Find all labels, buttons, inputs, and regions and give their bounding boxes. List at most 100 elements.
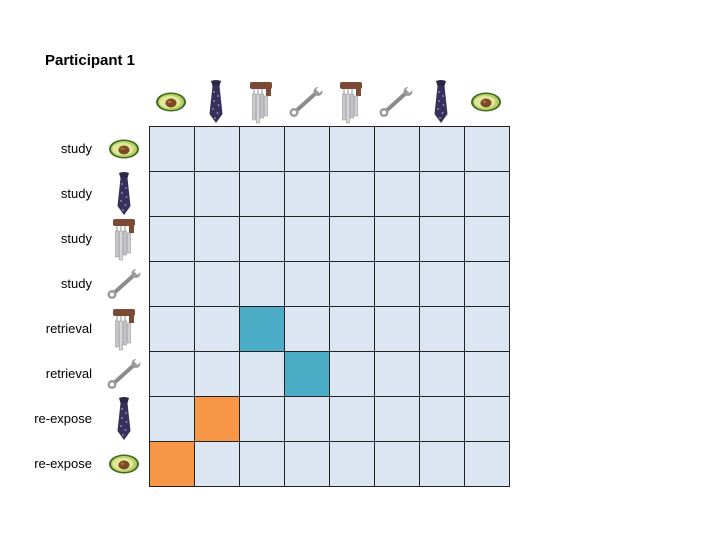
grid-cell bbox=[285, 217, 330, 262]
grid-cell bbox=[195, 127, 240, 172]
grid-cell bbox=[330, 352, 375, 397]
grid-cell bbox=[150, 262, 195, 307]
grid-cell bbox=[420, 127, 465, 172]
wrench-icon bbox=[104, 351, 144, 396]
tie-icon bbox=[104, 171, 144, 216]
grid-cell bbox=[465, 442, 510, 487]
reexpose-match-cell bbox=[150, 442, 195, 487]
similarity-grid bbox=[149, 126, 510, 487]
grid-cell bbox=[330, 442, 375, 487]
column-header-avocado-icon bbox=[463, 78, 508, 126]
grid-cell bbox=[150, 217, 195, 262]
grid-cell bbox=[465, 217, 510, 262]
column-header-wrench-icon bbox=[283, 78, 328, 126]
participant-title: Participant 1 bbox=[45, 52, 136, 69]
row-header: retrieval bbox=[0, 306, 150, 351]
row-label: retrieval bbox=[45, 321, 92, 336]
row-label: study bbox=[60, 231, 92, 246]
grid-cell bbox=[195, 307, 240, 352]
grid-cell bbox=[330, 262, 375, 307]
row-header: study bbox=[0, 261, 150, 306]
row-headers: study study study study retrieval retrieval re… bbox=[0, 126, 150, 486]
grid-cell bbox=[240, 352, 285, 397]
retrieval-match-cell bbox=[240, 307, 285, 352]
grid-cell bbox=[195, 442, 240, 487]
grid-cell bbox=[240, 262, 285, 307]
grid-cell bbox=[420, 262, 465, 307]
row-label: study bbox=[60, 276, 92, 291]
row-header: study bbox=[0, 126, 150, 171]
grid-cell bbox=[375, 217, 420, 262]
grid-cell bbox=[240, 397, 285, 442]
grid-cell bbox=[150, 172, 195, 217]
grid-cell bbox=[150, 352, 195, 397]
grid-cell bbox=[150, 397, 195, 442]
grid-cell bbox=[150, 127, 195, 172]
grid-cell bbox=[465, 172, 510, 217]
grid-cell bbox=[375, 442, 420, 487]
grid-cell bbox=[420, 307, 465, 352]
grid-cell bbox=[375, 127, 420, 172]
retrieval-match-cell bbox=[285, 352, 330, 397]
grid-cell bbox=[375, 352, 420, 397]
grid-cell bbox=[150, 307, 195, 352]
grid-cell bbox=[465, 262, 510, 307]
grid-cell bbox=[195, 352, 240, 397]
grid-cell bbox=[465, 127, 510, 172]
grid-cell bbox=[375, 172, 420, 217]
row-label: re-expose bbox=[34, 411, 92, 426]
grid-cell bbox=[465, 307, 510, 352]
avocado-icon bbox=[104, 441, 144, 486]
grid-cell bbox=[195, 262, 240, 307]
grid-cell bbox=[330, 397, 375, 442]
grid-cell bbox=[420, 352, 465, 397]
row-header: study bbox=[0, 171, 150, 216]
grid-cell bbox=[285, 442, 330, 487]
wrench-icon bbox=[104, 261, 144, 306]
grid-cell bbox=[420, 172, 465, 217]
grid-cell bbox=[465, 397, 510, 442]
grid-cell bbox=[240, 172, 285, 217]
grid-cell bbox=[330, 127, 375, 172]
wind-chime-icon bbox=[104, 306, 144, 351]
grid-cell bbox=[240, 127, 285, 172]
column-header-wind-chime-icon bbox=[328, 78, 373, 126]
grid-cell bbox=[420, 397, 465, 442]
grid-cell bbox=[285, 397, 330, 442]
grid-cell bbox=[330, 307, 375, 352]
row-label: study bbox=[60, 141, 92, 156]
row-header: re-expose bbox=[0, 396, 150, 441]
column-header-tie-icon bbox=[418, 78, 463, 126]
column-header-wrench-icon bbox=[373, 78, 418, 126]
grid-cell bbox=[285, 127, 330, 172]
grid-cell bbox=[285, 307, 330, 352]
row-header: study bbox=[0, 216, 150, 261]
grid-cell bbox=[240, 217, 285, 262]
row-label: re-expose bbox=[34, 456, 92, 471]
tie-icon bbox=[104, 396, 144, 441]
column-header-avocado-icon bbox=[148, 78, 193, 126]
avocado-icon bbox=[104, 126, 144, 171]
row-label: study bbox=[60, 186, 92, 201]
grid-cell bbox=[375, 307, 420, 352]
grid-cell bbox=[465, 352, 510, 397]
grid-cell bbox=[195, 172, 240, 217]
grid-cell bbox=[375, 397, 420, 442]
grid-cell bbox=[285, 262, 330, 307]
column-header-wind-chime-icon bbox=[238, 78, 283, 126]
reexpose-match-cell bbox=[195, 397, 240, 442]
grid-cell bbox=[420, 217, 465, 262]
grid-cell bbox=[375, 262, 420, 307]
grid-cell bbox=[330, 217, 375, 262]
grid-cell bbox=[240, 442, 285, 487]
grid-cell bbox=[285, 172, 330, 217]
row-header: re-expose bbox=[0, 441, 150, 486]
row-header: retrieval bbox=[0, 351, 150, 396]
column-header-icons bbox=[148, 78, 510, 126]
grid-cell bbox=[420, 442, 465, 487]
grid-cell bbox=[330, 172, 375, 217]
column-header-tie-icon bbox=[193, 78, 238, 126]
row-label: retrieval bbox=[45, 366, 92, 381]
wind-chime-icon bbox=[104, 216, 144, 261]
grid-cell bbox=[195, 217, 240, 262]
